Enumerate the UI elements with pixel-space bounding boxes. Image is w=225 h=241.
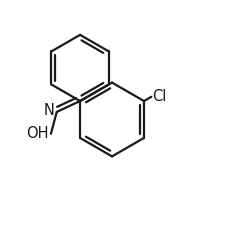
Text: OH: OH <box>27 126 49 141</box>
Text: Cl: Cl <box>153 89 167 104</box>
Text: N: N <box>44 103 55 118</box>
